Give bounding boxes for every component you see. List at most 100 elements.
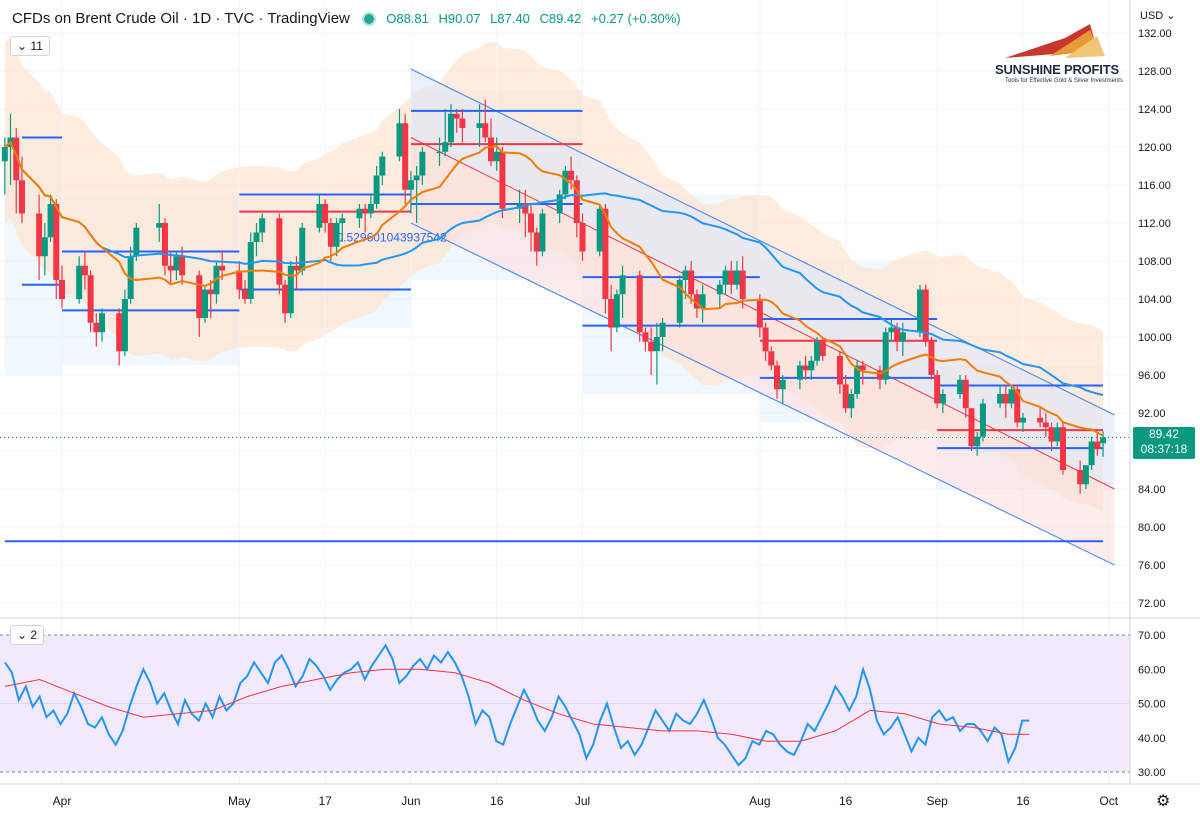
price-tick-label: 112.00 <box>1138 218 1171 230</box>
sunshine-profits-logo: SUNSHINE PROFITS Tools for Effective Gol… <box>995 20 1130 90</box>
candle-body <box>316 204 323 228</box>
candle-body <box>728 270 735 285</box>
candle-body <box>259 218 266 233</box>
candle-body <box>596 208 603 252</box>
candle-body <box>779 379 786 390</box>
currency-selector[interactable]: USD ⌄ <box>1140 9 1176 22</box>
candle-body <box>774 365 780 390</box>
candle-body <box>156 223 163 228</box>
candle-body <box>573 180 580 223</box>
candle-body <box>287 265 294 314</box>
candle-body <box>979 403 986 437</box>
bar-countdown: 08:37:18 <box>1140 442 1188 456</box>
candle-body <box>53 204 60 280</box>
candle-body <box>87 275 94 323</box>
candle-body <box>613 294 620 328</box>
rsi-tick-label: 70.00 <box>1138 630 1166 642</box>
candle-body <box>699 294 706 309</box>
candle-body <box>59 280 65 299</box>
candle-body <box>562 170 569 195</box>
candle-body <box>842 384 849 409</box>
candle-body <box>1037 417 1044 423</box>
candle-body <box>499 151 506 209</box>
candle-body <box>1048 427 1055 442</box>
price-tick-label: 120.00 <box>1138 142 1172 154</box>
candle-body <box>493 151 500 162</box>
price-tick-label: 124.00 <box>1138 104 1172 116</box>
candle-body <box>739 270 746 299</box>
main-indicators-toggle[interactable]: ⌄ 11 <box>10 36 50 56</box>
candle-body <box>1082 465 1089 485</box>
price-tick-label: 84.00 <box>1138 484 1166 496</box>
candle-body <box>602 208 609 299</box>
candle-body <box>676 280 683 323</box>
candle-body <box>18 180 25 214</box>
candle-body <box>819 341 826 356</box>
candle-body <box>299 227 306 271</box>
candle-body <box>36 213 43 257</box>
candle-body <box>522 204 529 214</box>
candle-body <box>196 275 203 318</box>
candle-body <box>899 332 906 342</box>
candle-body <box>722 270 729 285</box>
symbol-title[interactable]: CFDs on Brent Crude Oil · 1D · TVC · Tra… <box>12 10 350 27</box>
candle-body <box>682 270 689 280</box>
candle-body <box>756 299 763 328</box>
price-tick-label: 72.00 <box>1138 598 1166 610</box>
candle-body <box>1100 437 1107 444</box>
candle-body <box>362 208 369 214</box>
time-tick-label: Jun <box>401 794 420 808</box>
candle-body <box>327 223 334 247</box>
candle-body <box>1054 427 1061 442</box>
candle-body <box>636 275 643 333</box>
time-tick-label: Sep <box>926 794 948 808</box>
candle-body <box>413 175 420 181</box>
candle-body <box>716 284 723 295</box>
rsi-tick-label: 30.00 <box>1138 767 1166 779</box>
candle-body <box>659 322 666 337</box>
candle-body <box>402 123 409 190</box>
price-tick-label: 96.00 <box>1138 370 1166 382</box>
candle-body <box>854 365 861 394</box>
candle-body <box>688 270 695 295</box>
candle-body <box>653 337 660 352</box>
candle-body <box>322 204 329 223</box>
change-value: +0.27 (+0.30%) <box>591 11 681 26</box>
candle-body <box>997 394 1004 404</box>
candle-body <box>528 213 535 233</box>
price-tick-label: 76.00 <box>1138 560 1166 572</box>
low-value: L87.40 <box>490 11 530 26</box>
high-value: H90.07 <box>438 11 481 26</box>
candle-body <box>453 113 460 119</box>
candle-body <box>339 218 346 223</box>
gear-icon[interactable]: ⚙ <box>1156 793 1171 810</box>
candle-body <box>333 223 340 247</box>
market-status-icon[interactable] <box>364 14 375 24</box>
candle-body <box>13 137 20 181</box>
candle-body <box>619 275 626 295</box>
rsi-tick-label: 40.00 <box>1138 733 1166 745</box>
time-tick-label: Apr <box>53 794 72 808</box>
candle-body <box>814 341 821 361</box>
candle-body <box>93 322 100 333</box>
price-tick-label: 100.00 <box>1138 332 1172 344</box>
candle-body <box>1002 394 1009 404</box>
logo-emblem-icon <box>1005 24 1105 58</box>
candle-body <box>99 313 106 333</box>
time-tick-label: 16 <box>1016 794 1030 808</box>
candle-body <box>116 313 123 352</box>
candle-body <box>533 232 540 252</box>
chevron-down-icon: ⌄ <box>17 628 28 642</box>
candle-body <box>957 379 964 394</box>
candle-body <box>1 147 8 162</box>
candle-body <box>476 123 483 128</box>
candle-body <box>356 208 363 219</box>
sub-indicators-toggle[interactable]: ⌄ 2 <box>10 625 45 645</box>
channel-annotation: 0.529601043937542 <box>337 230 447 244</box>
candle-body <box>133 227 140 257</box>
candle-body <box>808 360 815 371</box>
candle-body <box>127 256 134 299</box>
main-indicator-count: 11 <box>30 39 43 53</box>
candle-body <box>1060 427 1066 470</box>
